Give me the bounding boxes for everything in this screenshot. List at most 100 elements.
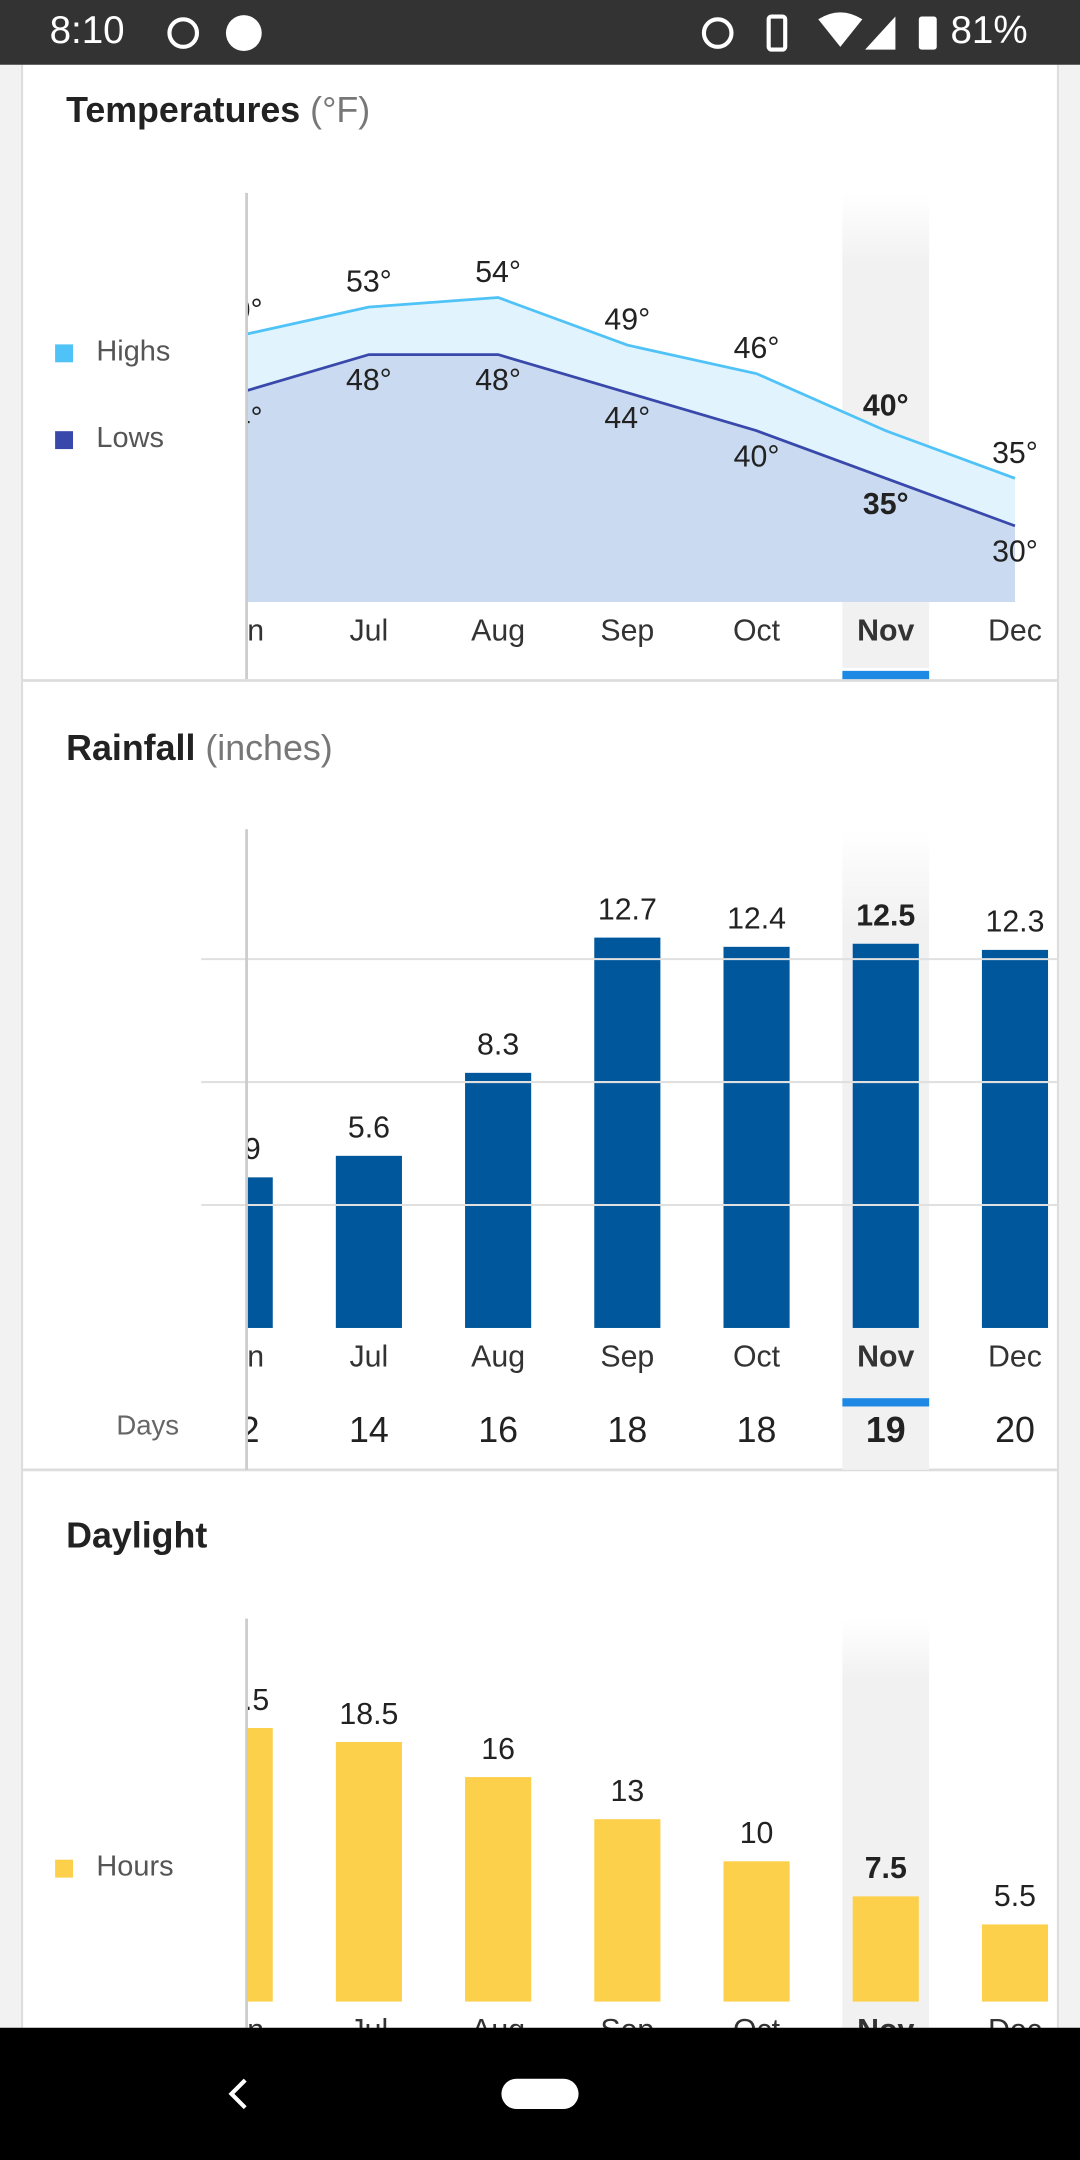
value-label: 30°	[992, 535, 1038, 568]
x-tick-label: Jun	[215, 614, 264, 647]
value-label: 48°	[346, 364, 392, 397]
emoji-icon	[225, 15, 262, 51]
value-label: 48°	[475, 364, 521, 397]
days-value: 18	[607, 1410, 647, 1450]
alarm-icon	[701, 17, 734, 49]
bar	[852, 943, 919, 1328]
x-tick-label: Sep	[600, 1340, 654, 1373]
x-tick-label: Dec	[988, 1340, 1042, 1373]
bar	[723, 946, 790, 1328]
signal-icon	[865, 16, 896, 50]
title-unit: (°F)	[310, 90, 370, 130]
x-tick-label: Oct	[733, 614, 781, 647]
value-label: 18.5	[339, 1698, 398, 1731]
bar	[246, 1177, 273, 1328]
area-fill	[246, 354, 1015, 602]
value-label: 5.5	[994, 1880, 1036, 1913]
value-label: 54°	[475, 256, 521, 289]
bar	[594, 1819, 661, 2002]
title-text: Rainfall	[66, 728, 195, 768]
x-tick-label: Nov	[857, 614, 914, 647]
section-title: Daylight	[66, 1516, 207, 1556]
value-label: 5.6	[348, 1112, 390, 1145]
days-value: 20	[995, 1410, 1035, 1450]
value-label: 10	[740, 1817, 774, 1850]
legend-swatch	[55, 1859, 74, 1878]
value-label: 13	[610, 1775, 644, 1808]
x-tick-label: Jul	[350, 1340, 389, 1373]
x-tick-label: Dec	[988, 614, 1042, 647]
bar	[981, 1924, 1049, 2002]
bar	[594, 937, 661, 1328]
home-button[interactable]	[501, 2078, 579, 2110]
days-value: 19	[866, 1410, 906, 1450]
bar	[465, 1072, 532, 1328]
value-label: 8.3	[477, 1029, 519, 1062]
vibrate-icon	[766, 14, 788, 52]
status-bar	[0, 0, 1080, 65]
value-label: 53°	[346, 266, 392, 299]
battery-level: 81%	[950, 9, 1027, 52]
bar	[981, 949, 1049, 1328]
series-line	[246, 296, 1016, 480]
value-label: 40°	[734, 440, 780, 473]
bar	[723, 1861, 790, 2002]
value-label: 12.7	[598, 893, 657, 926]
value-label: 35°	[863, 488, 909, 521]
value-label: 4.9	[219, 1133, 261, 1166]
battery-icon	[918, 16, 937, 50]
bar	[246, 1727, 273, 2002]
title-unit: (inches)	[205, 728, 332, 768]
selected-underline	[842, 1398, 930, 1407]
title-text: Temperatures	[66, 90, 300, 130]
days-value: 16	[478, 1410, 518, 1450]
x-tick-label: Sep	[600, 614, 654, 647]
value-label: 12.3	[985, 906, 1044, 939]
wifi-icon	[818, 12, 863, 47]
value-label: 7.5	[865, 1852, 907, 1885]
value-label: 46°	[734, 332, 780, 365]
value-label: 44°	[604, 402, 650, 435]
status-time: 8:10	[50, 9, 125, 52]
days-value: 14	[349, 1410, 389, 1450]
value-label: 16	[481, 1733, 515, 1766]
value-label: 44°	[217, 402, 263, 435]
section-title: Temperatures (°F)	[66, 90, 370, 130]
x-tick-label: Nov	[857, 1340, 914, 1373]
days-value: 18	[737, 1410, 777, 1450]
legend-swatch	[55, 431, 74, 450]
value-label: 12.5	[856, 900, 915, 933]
title-text: Daylight	[66, 1516, 207, 1556]
bar	[465, 1777, 532, 2002]
value-label: 40°	[863, 389, 909, 422]
back-button[interactable]	[228, 2078, 247, 2110]
value-label: 35°	[992, 437, 1038, 470]
days-value: 12	[220, 1410, 260, 1450]
legend-label: Highs	[96, 335, 170, 367]
legend-label: Hours	[96, 1851, 173, 1883]
value-label: 49°	[604, 304, 650, 337]
x-tick-label: Aug	[471, 1340, 525, 1373]
charts: Temperatures (°F) 50° 53° 54° 49° 46° 40° 35° 44…	[55, 90, 1058, 2047]
x-tick-label: Jun	[215, 1340, 264, 1373]
bar	[335, 1155, 402, 1328]
legend-label: Lows	[96, 422, 163, 454]
section-title: Rainfall (inches)	[66, 728, 333, 768]
selected-underline	[842, 670, 930, 680]
x-tick-label: Jul	[350, 614, 389, 647]
x-tick-label: Aug	[471, 614, 525, 647]
bar	[852, 1896, 919, 2002]
days-label: Days	[116, 1409, 179, 1440]
value-label: 50°	[217, 294, 263, 327]
series-line	[246, 353, 1016, 528]
bar	[335, 1742, 402, 2002]
value-label: 19.5	[210, 1684, 269, 1717]
legend-swatch	[55, 344, 74, 363]
plot: 50° 53° 54° 49° 46° 40° 35° 44° 48° 48° 44° 40° 35° 3…	[215, 256, 1042, 647]
value-label: 12.4	[727, 903, 786, 936]
x-tick-label: Oct	[733, 1340, 781, 1373]
plot: 4.9 5.6 8.3 12.7 12.4 12.5 12.3 Jun Jul Aug Sep Oct…	[215, 893, 1049, 1450]
alarm-icon	[167, 17, 200, 49]
